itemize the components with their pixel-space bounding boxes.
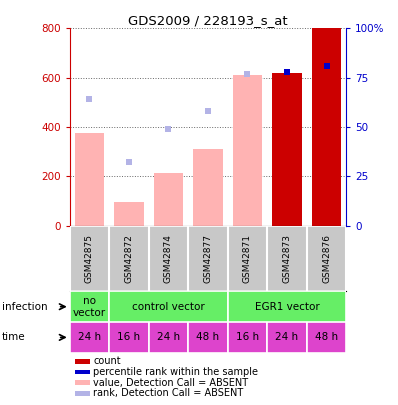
- Title: GDS2009 / 228193_s_at: GDS2009 / 228193_s_at: [128, 14, 288, 27]
- Bar: [109, 322, 149, 353]
- Bar: [312, 28, 341, 226]
- Bar: [307, 226, 346, 291]
- Text: 16 h: 16 h: [236, 333, 259, 342]
- Point: [126, 159, 132, 166]
- Text: GSM42876: GSM42876: [322, 234, 331, 283]
- Text: percentile rank within the sample: percentile rank within the sample: [93, 367, 258, 377]
- Bar: [228, 226, 267, 291]
- Text: 24 h: 24 h: [275, 333, 298, 342]
- Bar: [70, 291, 109, 322]
- Bar: [75, 359, 90, 364]
- Bar: [75, 370, 90, 375]
- Bar: [149, 322, 188, 353]
- Point: [86, 96, 93, 102]
- Point: [165, 126, 172, 132]
- Text: rank, Detection Call = ABSENT: rank, Detection Call = ABSENT: [93, 388, 244, 398]
- Bar: [74, 133, 104, 226]
- Bar: [228, 291, 346, 322]
- Bar: [109, 291, 228, 322]
- Bar: [149, 226, 188, 291]
- Text: GSM42875: GSM42875: [85, 234, 94, 283]
- Text: 24 h: 24 h: [78, 333, 101, 342]
- Text: count: count: [93, 356, 121, 367]
- Text: 48 h: 48 h: [196, 333, 220, 342]
- Point: [284, 68, 290, 75]
- Text: GSM42873: GSM42873: [283, 234, 291, 283]
- Point: [244, 70, 251, 77]
- Bar: [188, 322, 228, 353]
- Text: time: time: [2, 333, 25, 342]
- Text: 16 h: 16 h: [117, 333, 140, 342]
- Bar: [70, 226, 109, 291]
- Bar: [70, 322, 109, 353]
- Bar: [154, 173, 183, 226]
- Text: GSM42871: GSM42871: [243, 234, 252, 283]
- Text: control vector: control vector: [132, 302, 205, 312]
- Bar: [109, 226, 149, 291]
- Point: [323, 63, 330, 69]
- Bar: [267, 226, 307, 291]
- Text: infection: infection: [2, 302, 48, 312]
- Bar: [228, 322, 267, 353]
- Bar: [188, 226, 228, 291]
- Bar: [114, 202, 144, 226]
- Point: [205, 108, 211, 115]
- Text: GSM42872: GSM42872: [125, 234, 133, 283]
- Text: no
vector: no vector: [73, 296, 106, 318]
- Bar: [233, 75, 262, 226]
- Text: GSM42874: GSM42874: [164, 234, 173, 283]
- Bar: [75, 380, 90, 385]
- Text: GSM42877: GSM42877: [203, 234, 213, 283]
- Text: 24 h: 24 h: [157, 333, 180, 342]
- Text: EGR1 vector: EGR1 vector: [255, 302, 319, 312]
- Bar: [307, 322, 346, 353]
- Text: value, Detection Call = ABSENT: value, Detection Call = ABSENT: [93, 377, 248, 388]
- Bar: [193, 149, 223, 226]
- Bar: [75, 391, 90, 396]
- Bar: [267, 322, 307, 353]
- Bar: [272, 73, 302, 226]
- Text: 48 h: 48 h: [315, 333, 338, 342]
